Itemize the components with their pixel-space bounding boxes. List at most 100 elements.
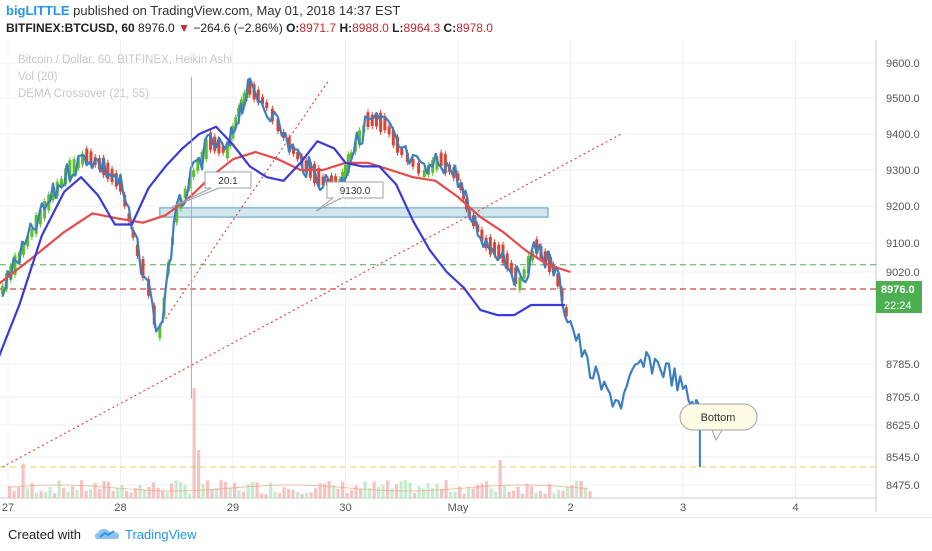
candle-body: [51, 190, 55, 201]
volume-bar: [174, 480, 178, 498]
volume-bar: [318, 483, 322, 498]
volume-bar: [237, 490, 241, 498]
candle-body: [379, 112, 383, 132]
volume-bar: [413, 492, 417, 498]
candle-body: [68, 160, 72, 180]
candle-body: [21, 243, 25, 255]
y-tick-label: 9400.0: [886, 129, 920, 141]
volume-bar: [381, 484, 385, 498]
candle-body: [13, 255, 17, 275]
publish-line: bigLITTLE published on TradingView.com, …: [6, 3, 400, 18]
volume-bar: [390, 488, 394, 498]
candle-body: [135, 244, 139, 256]
candle-body: [287, 137, 291, 153]
low-value: 8964.3: [403, 21, 441, 35]
volume-bar: [242, 491, 246, 498]
volume-bar: [84, 490, 88, 498]
candle-body: [261, 97, 265, 105]
candle-body: [456, 173, 460, 181]
close-value: 8978.0: [456, 21, 493, 35]
volume-bar: [44, 491, 48, 498]
volume-bar: [287, 489, 291, 498]
volume-bar: [98, 489, 102, 498]
price-chart[interactable]: 9600.0 9500.0 9400.0 9300.0 9200.0 9100.0 9020…: [0, 0, 932, 517]
volume-ma-line: [7, 484, 589, 492]
volume-bar: [408, 482, 412, 498]
volume-bar: [359, 488, 363, 498]
candle-body: [370, 114, 374, 127]
y-tick-label: 8475.0: [886, 480, 920, 492]
volume-bar: [350, 489, 354, 498]
candle-body: [26, 235, 30, 247]
y-tick-label: 8705.0: [886, 392, 920, 404]
annotation-box-2-box: [315, 181, 384, 212]
volume-bar: [138, 484, 142, 498]
volume-bar: [386, 480, 390, 498]
volume-bar: [435, 483, 439, 498]
bottom-callout-label: Bottom: [701, 412, 736, 424]
candle-body: [158, 325, 162, 339]
x-tick-label: 4: [792, 502, 798, 514]
candle-body: [526, 256, 530, 274]
volume-bar: [273, 491, 277, 498]
candle-body: [518, 277, 522, 290]
volume-bar: [417, 486, 421, 498]
volume-bar: [512, 490, 516, 498]
volume-bar: [57, 480, 61, 498]
volume-bar: [422, 488, 426, 498]
candle-body: [141, 258, 145, 278]
volume-bar: [30, 483, 34, 498]
x-tick-label: 3: [680, 502, 686, 514]
time-tag-value: 22:24: [884, 300, 912, 312]
volume-bar: [462, 493, 466, 498]
y-tick-label: 9600.0: [886, 58, 920, 70]
y-tick-label: 8625.0: [886, 420, 920, 432]
volume-bar: [332, 485, 336, 498]
volume-bar: [66, 491, 70, 498]
candle-body: [358, 130, 362, 145]
volume-bar: [543, 493, 547, 498]
time-tag: [876, 297, 922, 313]
volume-bar: [458, 486, 462, 498]
candle-body: [543, 251, 547, 264]
volume-bar: [201, 483, 205, 498]
dema-fast-line: [0, 125, 565, 357]
volume-bar: [494, 491, 498, 498]
volume-bar: [471, 488, 475, 498]
candle-body: [459, 182, 463, 191]
candle-body: [564, 307, 568, 317]
candle-body: [535, 239, 539, 254]
candle-body: [480, 229, 484, 242]
volume-bar: [260, 493, 264, 498]
open-value: 8971.7: [299, 21, 337, 35]
volume-bar: [327, 480, 331, 498]
candle-body: [192, 170, 196, 177]
volume-bar: [300, 493, 304, 498]
volume-bar: [111, 490, 115, 498]
volume-bar: [377, 487, 381, 498]
volume-bar: [102, 481, 106, 498]
created-with-text: Created with: [8, 527, 81, 542]
candle-body: [417, 162, 421, 174]
volume-bar: [224, 481, 228, 498]
candle-body: [200, 151, 204, 163]
candle-body: [59, 178, 63, 187]
volume-bar: [368, 488, 372, 498]
volume-bar: [449, 491, 453, 498]
candle-body: [131, 229, 135, 238]
volume-bar: [75, 490, 79, 498]
candle-body: [204, 139, 208, 160]
volume-bar: [282, 487, 286, 498]
y-tick-label: 9300.0: [886, 165, 920, 177]
candle-body: [411, 158, 415, 167]
candle-body: [217, 139, 221, 154]
support-zone-box: [159, 207, 549, 218]
symbol-info-line: BITFINEX:BTCUSD, 60 8976.0 ▼ −264.6 (−2.…: [6, 21, 493, 35]
tradingview-brand-link[interactable]: TradingView: [125, 527, 197, 542]
candle-body: [256, 89, 260, 103]
candle-body: [304, 160, 308, 173]
volume-bar: [399, 481, 403, 498]
volume-bar: [233, 482, 237, 498]
volume-bar: [566, 487, 570, 498]
publisher-username[interactable]: bigLITTLE: [6, 3, 70, 18]
